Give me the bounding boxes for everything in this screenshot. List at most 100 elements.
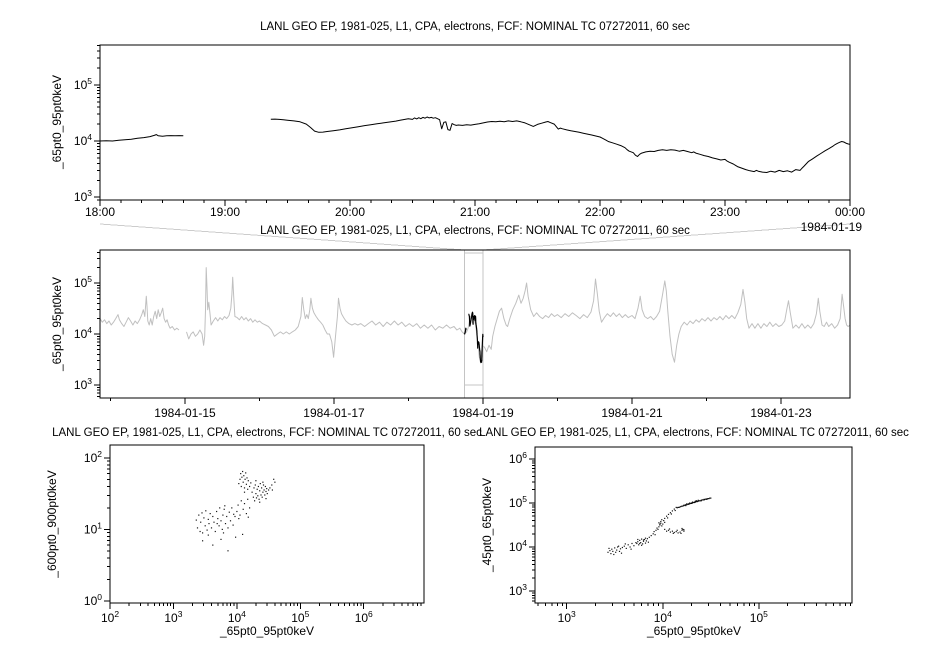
scatter-point	[257, 495, 259, 497]
scatter-point	[667, 517, 669, 519]
scatter-point	[247, 498, 249, 500]
scatter-point	[245, 483, 247, 485]
tick-label: 105	[74, 76, 92, 92]
scatter-point	[244, 478, 246, 480]
scatter-point	[227, 550, 229, 552]
scatter-point	[223, 508, 225, 510]
scatter-point	[200, 521, 202, 523]
panel4-x-axis-label: _65pt0_95pt0keV	[646, 624, 742, 638]
scatter-point	[224, 505, 226, 507]
scatter-point	[610, 553, 612, 555]
connector-line-right	[482, 223, 851, 251]
scatter-point	[205, 510, 207, 512]
tick-label: 103	[509, 582, 527, 598]
scatter-point	[255, 497, 258, 499]
scatter-point	[254, 500, 256, 502]
scatter-point	[234, 515, 236, 518]
scatter-point	[683, 530, 685, 532]
scatter-point	[637, 538, 639, 541]
scatter-point	[204, 525, 206, 527]
scatter-point	[669, 531, 671, 533]
context-selection-box[interactable]	[464, 250, 483, 398]
scatter-point	[666, 530, 668, 532]
scatter-point	[246, 477, 248, 479]
scatter-point	[670, 513, 672, 515]
scatter-point	[273, 478, 275, 480]
scatter-point	[683, 529, 685, 531]
scatter-point	[265, 490, 267, 493]
tick-label: 105	[74, 274, 92, 290]
scatter-point	[707, 498, 709, 500]
plot-frame	[99, 44, 851, 201]
scatter-point	[663, 520, 665, 522]
scatter-point	[202, 532, 204, 534]
scatter-point	[216, 510, 218, 513]
scatter-point	[247, 488, 249, 490]
panel3-plot-area[interactable]	[110, 445, 424, 603]
scatter-point	[237, 504, 239, 506]
scatter-point	[245, 472, 247, 474]
zoom-context-connector	[99, 223, 851, 251]
tick-label: 104	[654, 609, 672, 625]
panel1-plot-area[interactable]	[100, 45, 850, 200]
scatter-point	[261, 487, 263, 489]
scatter-point	[207, 534, 209, 536]
scatter-point	[641, 544, 643, 546]
scatter-point	[617, 546, 619, 548]
scatter-point	[202, 540, 204, 542]
panel4-plot-area[interactable]	[535, 447, 852, 603]
tick-label: 1984-01-17	[303, 406, 365, 420]
scatter-point	[620, 552, 623, 554]
data-series	[270, 116, 851, 173]
scatter-point	[247, 480, 249, 482]
scatter-point	[224, 523, 227, 525]
scatter-point	[618, 550, 621, 552]
scatter-point	[249, 485, 251, 488]
scatter-point	[243, 491, 246, 493]
scatter-point	[680, 532, 682, 534]
scatter-point	[222, 532, 225, 534]
plot-frame	[99, 249, 851, 399]
scatter-point	[266, 493, 268, 495]
tick-label: 101	[84, 520, 102, 536]
scatter-point	[623, 545, 625, 547]
scatter-point	[607, 551, 609, 553]
scatter-point	[621, 546, 623, 549]
scatter-point	[242, 470, 244, 473]
panel2-title: LANL GEO EP, 1981-025, L1, CPA, electron…	[260, 225, 690, 237]
scatter-point	[271, 489, 273, 491]
scatter-point	[660, 522, 662, 524]
scatter-point	[219, 507, 221, 509]
scatter-point	[239, 478, 241, 480]
scatter-point	[264, 494, 266, 496]
scatter-point	[269, 487, 271, 489]
scatter-point	[688, 503, 690, 505]
scatter-point	[260, 494, 262, 496]
scatter-point	[240, 485, 242, 488]
scatter-point	[669, 512, 671, 514]
scatter-point	[645, 540, 647, 542]
scatter-point	[689, 502, 691, 504]
scatter-point	[705, 498, 707, 500]
scatter-point	[681, 505, 683, 507]
panel2: 1984-01-15 1984-01-17 1984-01-19 1984-01-21…	[74, 249, 851, 420]
plot-frame	[109, 444, 425, 604]
data-series	[186, 267, 851, 363]
scatter-point	[259, 483, 261, 485]
panel3: 102 103 104 105 106 100 101 102	[84, 444, 425, 625]
scatter-point	[672, 532, 674, 534]
scatter-point	[684, 504, 686, 506]
scatter-point	[262, 481, 264, 483]
scatter-point	[698, 500, 700, 502]
scatter-point	[642, 539, 645, 541]
tick-label: 103	[74, 188, 92, 204]
scatter-point	[697, 499, 699, 501]
scatter-point	[609, 550, 611, 552]
scatter-point	[652, 533, 654, 535]
connector-line-left	[99, 223, 465, 251]
scatter-point	[228, 511, 230, 513]
scatter-point	[615, 551, 617, 553]
scatter-point	[679, 506, 681, 508]
scatter-point	[659, 523, 661, 525]
